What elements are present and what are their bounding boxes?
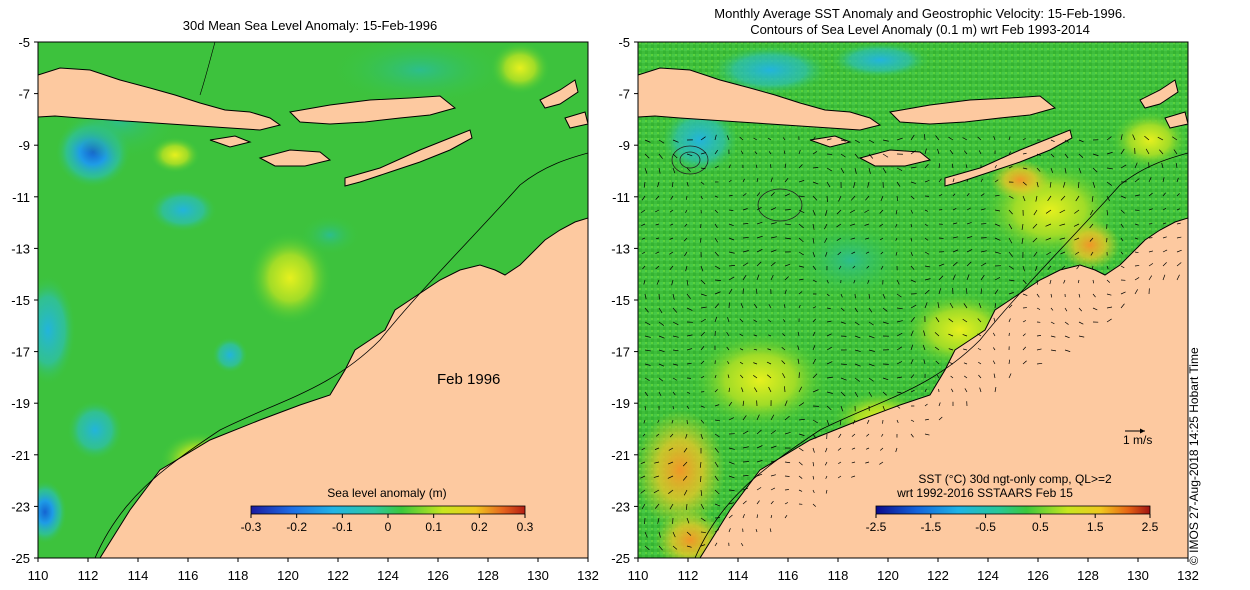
eddy-contours: [671, 145, 803, 222]
right-x-tick-label: 116: [778, 568, 799, 583]
left-month-label: Feb 1996: [437, 371, 500, 388]
right-x-tick-label: 124: [977, 568, 999, 583]
right-y-tick-label: -19: [611, 396, 630, 411]
right-x-tick-label: 112: [678, 568, 699, 583]
left-y-tick-label: -25: [11, 551, 30, 566]
left-y-tick-label: -23: [11, 499, 30, 514]
velocity-vectors: [640, 134, 1182, 551]
right-y-tick-label: -13: [611, 241, 630, 256]
colorbar-tick-label: -0.5: [975, 520, 996, 534]
right-x-tick-label: 130: [1127, 568, 1149, 583]
left-x-tick-label: 132: [577, 568, 599, 583]
right-map: [638, 42, 1188, 558]
right-colorbar-title-2: wrt 1992-2016 SSTAARS Feb 15: [896, 486, 1073, 500]
left-y-tick-label: -9: [18, 138, 30, 153]
left-map-title: 30d Mean Sea Level Anomaly: 15-Feb-1996: [182, 18, 438, 33]
left-x-tick-label: 130: [527, 568, 549, 583]
left-x-tick-label: 122: [327, 568, 349, 583]
right-x-tick-label: 126: [1027, 568, 1049, 583]
colorbar-tick-label: -2.5: [866, 520, 887, 534]
left-x-tick-label: 128: [477, 568, 499, 583]
left-x-tick-label: 126: [427, 568, 449, 583]
right-y-tick-label: -11: [612, 190, 630, 205]
colorbar-tick-label: 0: [385, 520, 392, 534]
right-x-tick-label: 122: [927, 568, 949, 583]
right-y-tick-label: -5: [618, 35, 630, 50]
right-y-tick-label: -21: [611, 448, 630, 463]
right-colorbar-ticks: -2.5 -1.5 -0.5 0.5 1.5 2.5: [866, 514, 1159, 534]
left-map: [38, 42, 588, 558]
left-y-tick-label: -15: [11, 293, 30, 308]
right-x-tick-label: 120: [877, 568, 899, 583]
left-y-tick-label: -19: [11, 396, 30, 411]
right-y-tick-label: -17: [611, 345, 630, 360]
left-x-tick-label: 120: [277, 568, 299, 583]
left-x-tick-label: 110: [28, 568, 49, 583]
left-x-tick-label: 114: [128, 568, 149, 583]
footer-note: © IMOS 27-Aug-2018 14:25 Hobart Time: [1187, 347, 1201, 565]
left-x-tick-label: 118: [228, 568, 249, 583]
right-land: [638, 67, 1188, 558]
colorbar-tick-label: -0.2: [286, 520, 307, 534]
colorbar-tick-label: 0.2: [471, 520, 488, 534]
left-y-tick-label: -11: [12, 190, 30, 205]
left-y-tick-label: -21: [11, 448, 30, 463]
left-colorbar-title: Sea level anomaly (m): [327, 486, 446, 500]
colorbar-tick-label: 1.5: [1087, 520, 1104, 534]
right-y-tick-label: -23: [611, 499, 630, 514]
right-colorbar-title-1: SST (°C) 30d ngt-only comp, QL>=2: [918, 472, 1112, 486]
right-x-tick-label: 128: [1077, 568, 1099, 583]
right-title-line-1: Monthly Average SST Anomaly and Geostrop…: [714, 6, 1126, 21]
left-colorbar: [250, 505, 526, 515]
right-x-tick-label: 114: [728, 568, 749, 583]
right-y-tick-label: -9: [618, 138, 630, 153]
colorbar-tick-label: 0.5: [1032, 520, 1049, 534]
colorbar-tick-label: 0.3: [517, 520, 534, 534]
right-y-tick-label: -7: [618, 87, 630, 102]
right-x-tick-label: 132: [1177, 568, 1199, 583]
left-land: [38, 67, 588, 558]
left-x-tick-label: 112: [78, 568, 99, 583]
right-map-title: Monthly Average SST Anomaly and Geostrop…: [640, 6, 1200, 38]
axis-tick-labels: 110 112 114 116 118 120 122 124 126 128 130 132 -5 -7…: [11, 35, 1199, 583]
left-y-tick-label: -17: [11, 345, 30, 360]
right-y-tick-label: -15: [611, 293, 630, 308]
colorbar-tick-label: -0.3: [241, 520, 262, 534]
velocity-scale-arrow: [1125, 428, 1145, 434]
left-colorbar-ticks: -0.3 -0.2 -0.1 0 0.1 0.2 0.3: [241, 514, 534, 534]
right-x-tick-label: 110: [628, 568, 649, 583]
colorbar-tick-label: -1.5: [920, 520, 941, 534]
right-colorbar: [875, 505, 1151, 515]
right-title-line-2: Contours of Sea Level Anomaly (0.1 m) wr…: [750, 22, 1090, 37]
left-x-tick-label: 124: [377, 568, 399, 583]
right-y-tick-label: -25: [611, 551, 630, 566]
left-shelf-contour: [94, 152, 588, 558]
colorbar-tick-label: 0.1: [425, 520, 442, 534]
left-y-tick-label: -5: [18, 35, 30, 50]
left-y-tick-label: -7: [18, 87, 30, 102]
velocity-scale-label: 1 m/s: [1123, 433, 1152, 447]
left-y-tick-label: -13: [11, 241, 30, 256]
right-x-tick-label: 118: [828, 568, 849, 583]
colorbar-tick-label: -0.1: [332, 520, 353, 534]
colorbar-tick-label: 2.5: [1142, 520, 1159, 534]
right-shelf-contour: [694, 152, 1188, 558]
left-x-tick-label: 116: [178, 568, 199, 583]
